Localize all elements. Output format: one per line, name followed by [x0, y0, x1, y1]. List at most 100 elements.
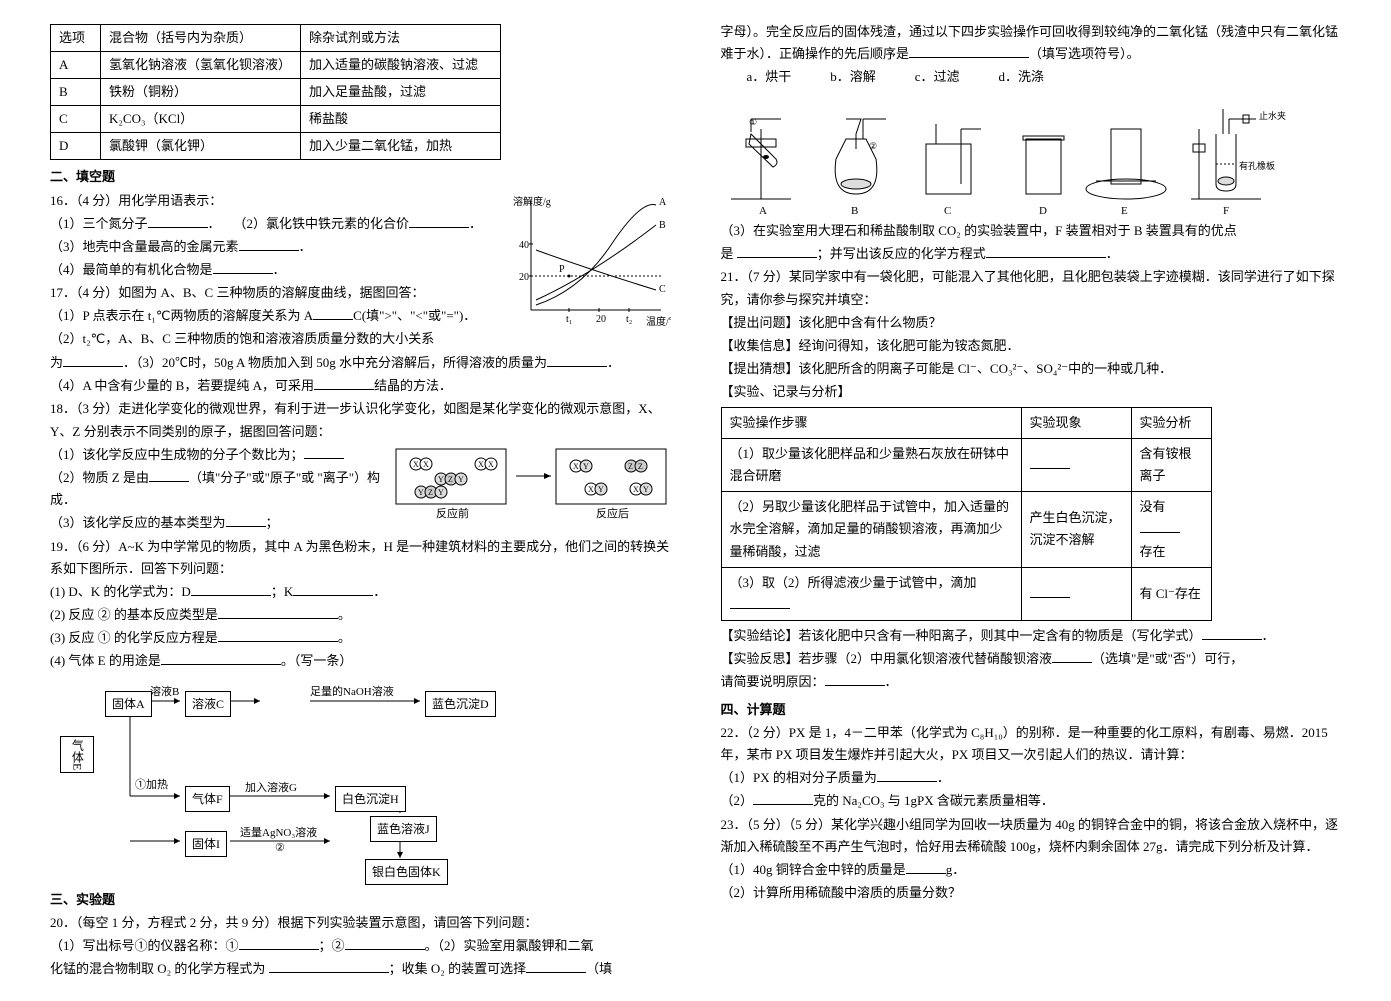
flow-I: 固体I: [185, 831, 227, 857]
blank[interactable]: [1202, 627, 1262, 640]
svg-text:Y: Y: [438, 475, 444, 484]
blank[interactable]: [1030, 585, 1070, 598]
th-mixture: 混合物（括号内为杂质）: [101, 25, 301, 52]
blank[interactable]: [1140, 520, 1180, 533]
svg-text:P: P: [559, 264, 565, 275]
blank[interactable]: [1030, 456, 1070, 469]
q21-ask: 【提出问题】该化肥中含有什么物质？: [721, 312, 1342, 334]
svg-text:Z: Z: [428, 488, 433, 497]
svg-text:A: A: [659, 197, 667, 208]
blank[interactable]: [63, 354, 123, 367]
table-row: （3）取（2）所得滤液少量于试管中，滴加 有 Cl⁻存在: [721, 567, 1211, 620]
svg-text:E: E: [1121, 205, 1128, 217]
table-row: CK₂CO₃（KCl）稀盐酸: [51, 106, 501, 133]
svg-text:X: X: [633, 485, 639, 494]
flow-J: 蓝色溶液J: [370, 816, 437, 842]
svg-text:D: D: [1039, 205, 1047, 217]
q21-info: 【收集信息】经询问得知，该化肥可能为铵态氮肥．: [721, 335, 1342, 357]
svg-text:20: 20: [596, 314, 606, 325]
flow-F: 气体F: [185, 786, 230, 812]
svg-text:B: B: [659, 220, 666, 231]
flow-E: 气体E: [60, 736, 94, 773]
svg-text:B: B: [851, 205, 858, 217]
svg-text:①: ①: [749, 117, 757, 127]
reaction-diagram: X X X X Y Z Y Y Z Y X Y Z Z X Y X Y: [391, 444, 671, 524]
svg-text:Z: Z: [638, 462, 643, 471]
blank[interactable]: [269, 960, 389, 973]
svg-text:②: ②: [869, 141, 877, 151]
q23-p2: （2）计算所用稀硫酸中溶质的质量分数？: [721, 882, 1342, 904]
q19-head: 19．（6 分）A~K 为中学常见的物质，其中 A 为黑色粉末，H 是一种建筑材…: [50, 536, 671, 580]
blank[interactable]: [213, 261, 273, 274]
svg-text:Y: Y: [418, 488, 424, 497]
blank[interactable]: [753, 792, 813, 805]
blank[interactable]: [226, 514, 266, 527]
right-column: 字母）。完全反应后的固体残渣，通过以下四步实验操作可回收得到较纯净的二氧化锰（残…: [721, 20, 1342, 981]
blank[interactable]: [148, 215, 208, 228]
svg-text:X: X: [573, 462, 579, 471]
flow-C: 溶液C: [185, 691, 231, 717]
svg-text:溶解度/g: 溶解度/g: [513, 195, 551, 208]
table-row: （1）取少量该化肥样品和少量熟石灰放在研钵中混合研磨 含有铵根离子: [721, 439, 1211, 492]
svg-text:F: F: [1223, 205, 1229, 217]
apparatus-diagram: ① A B ② C D: [721, 89, 1321, 219]
blank[interactable]: [304, 446, 344, 459]
blank[interactable]: [149, 469, 189, 482]
q23-head: 23．（5 分）（5 分）某化学兴趣小组同学为回收一块质量为 40g 的铜锌合金…: [721, 814, 1342, 858]
blank[interactable]: [737, 245, 817, 258]
table-row: 实验操作步骤 实验现象 实验分析: [721, 408, 1211, 439]
blank[interactable]: [906, 861, 946, 874]
section-3-title: 三、实验题: [50, 889, 671, 911]
svg-text:Y: Y: [458, 475, 464, 484]
svg-text:止水夹: 止水夹: [1259, 110, 1286, 121]
blank[interactable]: [877, 769, 937, 782]
blank[interactable]: [345, 937, 425, 950]
section-4-title: 四、计算题: [721, 699, 1342, 721]
svg-text:40: 40: [519, 240, 529, 251]
svg-text:X: X: [423, 460, 429, 469]
blank[interactable]: [1052, 650, 1092, 663]
solubility-chart: 溶解度/g 温度/℃ 20 40 A B C P t₁ 20 t₂: [511, 190, 671, 330]
blank[interactable]: [409, 215, 469, 228]
flow-K: 银白色固体K: [365, 859, 448, 885]
svg-text:X: X: [478, 460, 484, 469]
q18-head: 18．（3 分）走进化学变化的微观世界，有利于进一步认识化学变化，如图是某化学变…: [50, 398, 671, 442]
svg-text:Y: Y: [643, 485, 649, 494]
flow-label: ①加热: [135, 776, 168, 795]
svg-text:20: 20: [519, 272, 529, 283]
blank[interactable]: [313, 307, 353, 320]
svg-text:C: C: [659, 284, 666, 295]
svg-text:X: X: [588, 485, 594, 494]
blank[interactable]: [730, 596, 790, 609]
blank[interactable]: [293, 583, 373, 596]
section-2-title: 二、填空题: [50, 166, 671, 188]
svg-text:反应后: 反应后: [596, 506, 629, 520]
q21-head: 21．（7 分）某同学家中有一袋化肥，可能混入了其他化肥，且化肥包装袋上字迹模糊…: [721, 266, 1342, 310]
left-column: 选项 混合物（括号内为杂质） 除杂试剂或方法 A氢氧化钠溶液（氢氧化钡溶液）加入…: [50, 20, 671, 981]
svg-text:X: X: [413, 460, 419, 469]
flow-D: 蓝色沉淀D: [425, 691, 496, 717]
blank[interactable]: [825, 673, 885, 686]
q20-head: 20．（每空 1 分，方程式 2 分，共 9 分）根据下列实验装置示意图，请回答…: [50, 912, 671, 934]
svg-text:C: C: [944, 205, 951, 217]
blank[interactable]: [547, 354, 607, 367]
svg-text:X: X: [488, 460, 494, 469]
blank[interactable]: [986, 245, 1106, 258]
blank[interactable]: [526, 960, 586, 973]
svg-text:有孔橡板: 有孔橡板: [1239, 160, 1275, 171]
blank[interactable]: [161, 652, 281, 665]
blank[interactable]: [239, 238, 299, 251]
blank[interactable]: [909, 45, 1029, 58]
svg-text:Y: Y: [583, 462, 589, 471]
blank[interactable]: [314, 377, 374, 390]
blank[interactable]: [218, 629, 338, 642]
blank[interactable]: [191, 583, 271, 596]
blank[interactable]: [218, 606, 338, 619]
flow-A: 固体A: [105, 691, 152, 717]
table-row: （2）另取少量该化肥样品于试管中，加入适量的水完全溶解，滴加足量的硝酸钡溶液，再…: [721, 492, 1211, 567]
svg-text:反应前: 反应前: [436, 506, 469, 520]
th-method: 除杂试剂或方法: [301, 25, 501, 52]
blank[interactable]: [239, 937, 319, 950]
flow-label: 足量的NaOH溶液: [310, 683, 394, 702]
th-option: 选项: [51, 25, 101, 52]
